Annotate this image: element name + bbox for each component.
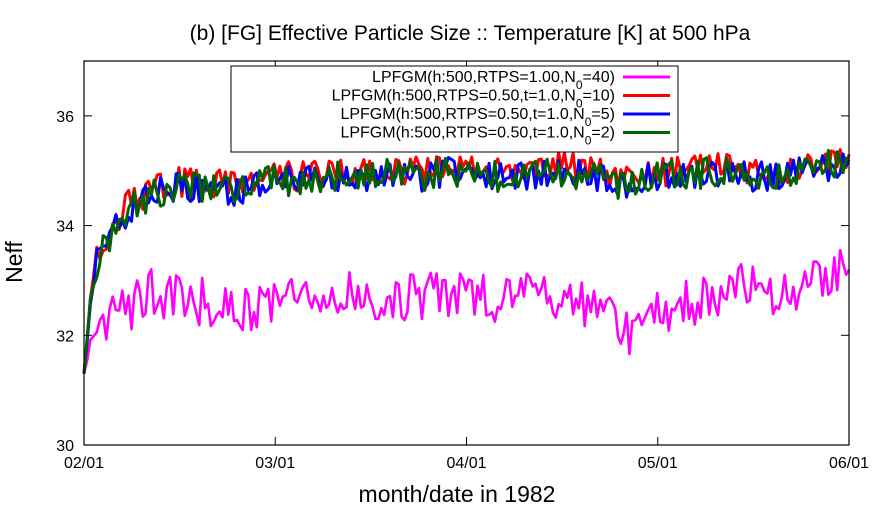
legend-label-3: LPFGM(h:500,RTPS=0.50,t=1.0,N0=2): [340, 125, 615, 148]
legend-label-0: LPFGM(h:500,RTPS=1.00,N0=40): [372, 69, 615, 92]
series-line-3: [82, 148, 850, 374]
chart-title: (b) [FG] Effective Particle Size :: Temp…: [190, 22, 751, 45]
x-tick-label-4: 06/01: [829, 455, 869, 472]
legend-label-1: LPFGM(h:500,RTPS=0.50,t=1.0,N0=10): [332, 88, 615, 111]
legend-label-2: LPFGM(h:500,RTPS=0.50,t=1.0,N0=5): [340, 106, 615, 129]
y-tick-label-3: 36: [56, 109, 74, 126]
y-tick-label-2: 34: [56, 219, 74, 236]
tick-layer: 30 32 34 36 02/01 03/01 04/01 05/01 06/01: [56, 61, 869, 472]
series-line-0: [82, 248, 851, 374]
x-tick-label-2: 04/01: [446, 455, 486, 472]
series-layer: [82, 148, 851, 374]
x-tick-label-3: 05/01: [638, 455, 678, 472]
x-axis-label: month/date in 1982: [359, 481, 556, 507]
legend-box: [230, 65, 679, 153]
y-axis-label: Neff: [1, 241, 27, 283]
x-tick-label-1: 03/01: [255, 455, 295, 472]
y-tick-label-1: 32: [56, 328, 74, 345]
legend: LPFGM(h:500,RTPS=1.00,N0=40)LPFGM(h:500,…: [230, 65, 679, 153]
series-line-2: [82, 152, 851, 374]
plot-frame: [83, 60, 850, 446]
y-tick-label-0: 30: [56, 438, 74, 455]
x-tick-label-0: 02/01: [64, 455, 104, 472]
